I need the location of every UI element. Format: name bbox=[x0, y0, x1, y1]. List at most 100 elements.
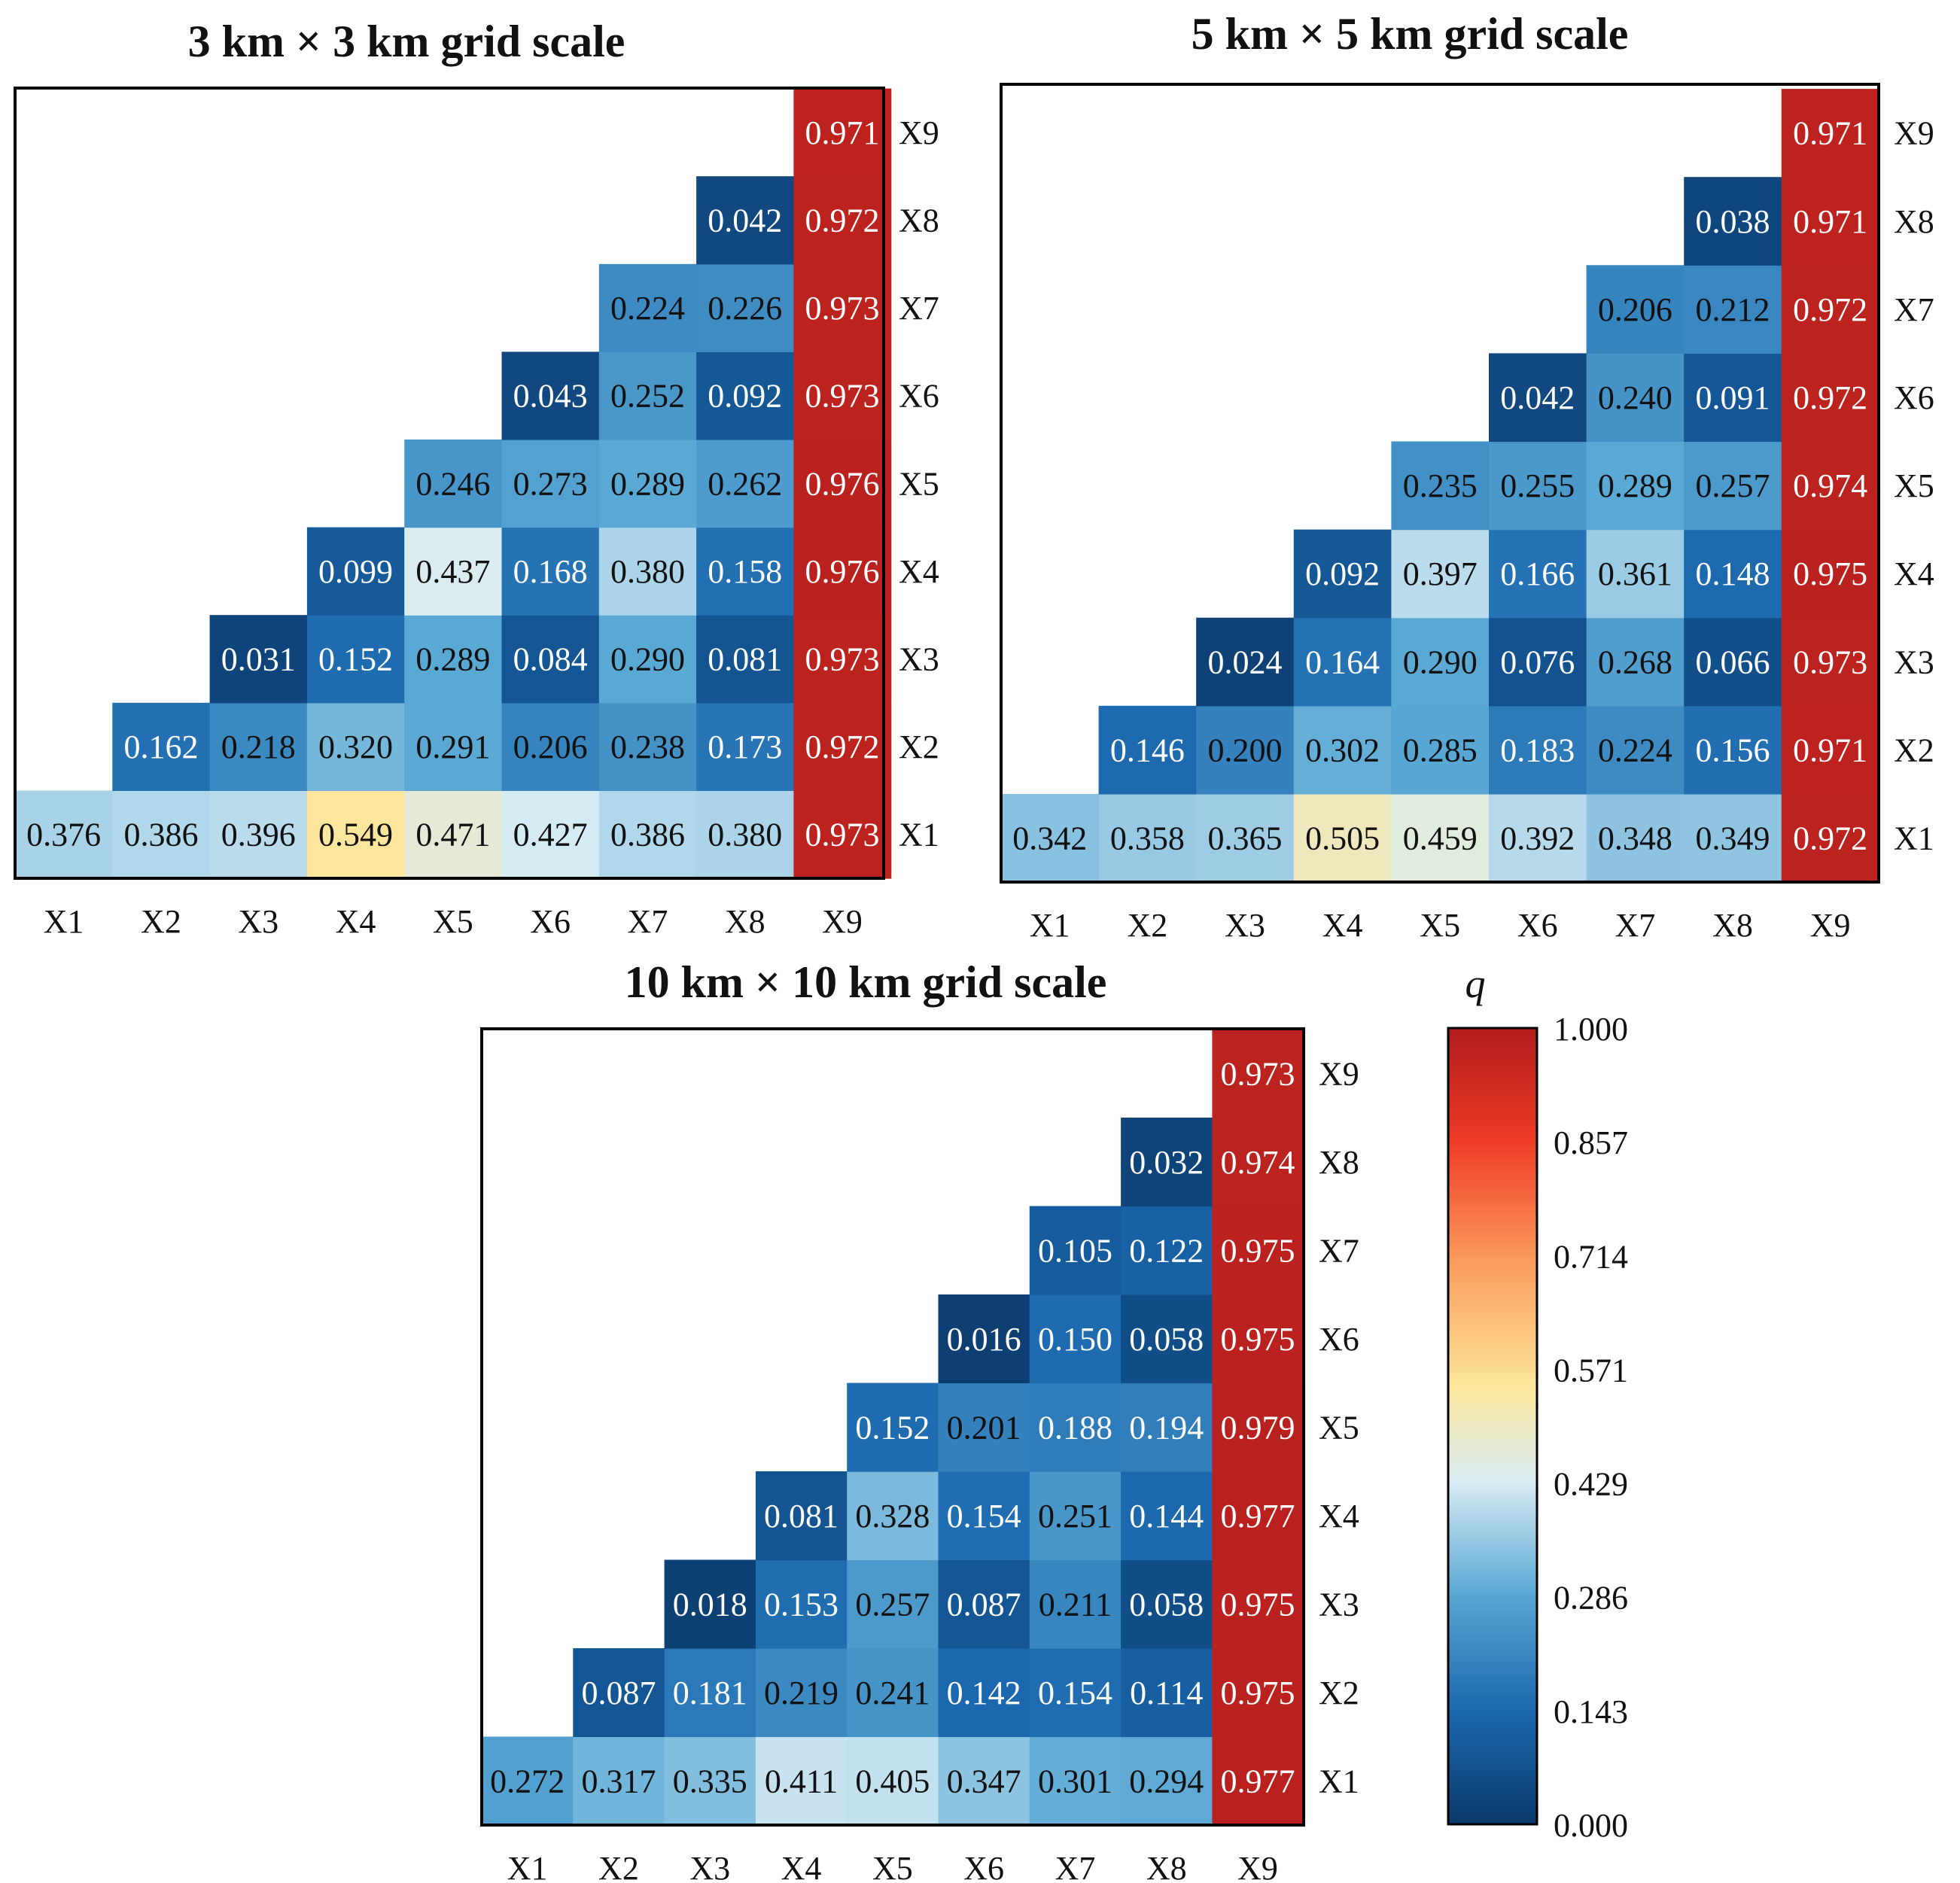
cell-value-label: 0.971 bbox=[1793, 115, 1867, 152]
heatmap-cell bbox=[793, 790, 892, 879]
cell-value-label: 0.386 bbox=[610, 817, 685, 853]
x-tick-label: X6 bbox=[1517, 907, 1558, 944]
cell-value-label: 0.411 bbox=[765, 1763, 838, 1799]
cell-value-label: 0.183 bbox=[1500, 732, 1575, 768]
heatmap-cell bbox=[501, 615, 600, 704]
colorbar-tick-label: 0.143 bbox=[1554, 1693, 1628, 1730]
cell-value-label: 0.973 bbox=[1221, 1055, 1295, 1092]
cell-value-label: 0.376 bbox=[26, 817, 101, 853]
y-tick-label: X5 bbox=[899, 465, 939, 502]
y-tick-label: X1 bbox=[1894, 820, 1934, 856]
x-tick-label: X7 bbox=[1055, 1850, 1096, 1883]
heatmap-cell bbox=[1212, 1206, 1304, 1295]
heatmap-cell bbox=[306, 790, 405, 879]
cell-value-label: 0.257 bbox=[1696, 467, 1770, 504]
cell-value-label: 0.114 bbox=[1130, 1675, 1203, 1711]
y-tick-label: X6 bbox=[1319, 1321, 1359, 1358]
cell-value-label: 0.226 bbox=[708, 290, 782, 327]
heatmap-3km: 0.376 0.386 0.396 0.549 0.471 0.427 0.386 0.380… bbox=[14, 87, 939, 940]
y-tick-label: X3 bbox=[1319, 1586, 1359, 1623]
cell-value-label: 0.087 bbox=[947, 1586, 1021, 1623]
cell-value-label: 0.973 bbox=[805, 290, 880, 327]
cell-value-label: 0.181 bbox=[673, 1675, 747, 1711]
heatmap-cell bbox=[1586, 529, 1685, 619]
x-tick-label: X4 bbox=[336, 903, 376, 940]
cell-value-label: 0.212 bbox=[1696, 291, 1770, 328]
cell-value-label: 0.087 bbox=[581, 1675, 656, 1711]
cell-value-label: 0.031 bbox=[221, 641, 296, 678]
cell-value-label: 0.018 bbox=[673, 1586, 747, 1623]
heatmap-cell bbox=[1684, 441, 1782, 531]
cell-value-label: 0.268 bbox=[1598, 643, 1672, 680]
cell-value-label: 0.972 bbox=[805, 729, 880, 765]
heatmap-cell bbox=[1121, 1383, 1213, 1472]
cell-value-label: 0.971 bbox=[805, 114, 880, 151]
heatmap-cell bbox=[1121, 1471, 1213, 1561]
x-tick-label: X1 bbox=[1030, 907, 1070, 944]
cell-value-label: 0.188 bbox=[1038, 1409, 1112, 1446]
cell-value-label: 0.150 bbox=[1038, 1321, 1112, 1358]
cell-value-label: 0.317 bbox=[581, 1763, 656, 1799]
heatmap-cell bbox=[1781, 177, 1879, 266]
heatmap-cell bbox=[1212, 1648, 1304, 1738]
heatmap-cell bbox=[501, 440, 600, 528]
heatmap-cell bbox=[696, 702, 794, 791]
heatmap-cell bbox=[598, 615, 697, 704]
heatmap-cell bbox=[1781, 793, 1879, 883]
cell-value-label: 0.348 bbox=[1598, 820, 1672, 856]
heatmap-cell bbox=[755, 1471, 848, 1561]
heatmap-cell bbox=[501, 351, 600, 440]
cell-value-label: 0.076 bbox=[1500, 643, 1575, 680]
cell-value-label: 0.166 bbox=[1500, 555, 1575, 592]
cell-value-label: 0.972 bbox=[1793, 820, 1867, 856]
heatmap-cell bbox=[1121, 1118, 1213, 1207]
x-tick-label: X2 bbox=[598, 1850, 639, 1883]
heatmap-cell bbox=[847, 1471, 939, 1561]
heatmap-cell bbox=[696, 351, 794, 440]
y-tick-label: X1 bbox=[899, 817, 939, 853]
colorbar-label: q bbox=[1465, 961, 1486, 1006]
cell-value-label: 0.255 bbox=[1500, 467, 1575, 504]
colorbar-tick-label: 0.000 bbox=[1554, 1807, 1628, 1844]
heatmap-cell bbox=[1121, 1736, 1213, 1826]
cell-value-label: 0.380 bbox=[708, 817, 782, 853]
y-tick-label: X6 bbox=[899, 378, 939, 415]
heatmap-cell bbox=[1586, 265, 1685, 354]
colorbar-gradient bbox=[1447, 1027, 1538, 1826]
heatmap-cell bbox=[1586, 617, 1685, 707]
heatmap-cell bbox=[1029, 1294, 1122, 1384]
cell-value-label: 0.153 bbox=[764, 1586, 838, 1623]
cell-value-label: 0.162 bbox=[123, 729, 198, 765]
heatmap-cell bbox=[1489, 617, 1587, 707]
x-tick-label: X8 bbox=[1146, 1850, 1187, 1883]
heatmap-cell bbox=[1029, 1206, 1122, 1295]
panel-3-title: 10 km × 10 km grid scale bbox=[625, 957, 1107, 1007]
cell-value-label: 0.358 bbox=[1110, 820, 1185, 856]
heatmap-cell bbox=[1029, 1471, 1122, 1561]
heatmap-cell bbox=[1781, 353, 1879, 443]
heatmap-cell bbox=[1684, 705, 1782, 795]
x-tick-label: X4 bbox=[1322, 907, 1363, 944]
heatmap-cell bbox=[209, 615, 308, 704]
cell-value-label: 0.971 bbox=[1793, 732, 1867, 768]
colorbar-tick-label: 0.714 bbox=[1554, 1238, 1628, 1275]
cell-value-label: 0.347 bbox=[947, 1763, 1021, 1799]
heatmap-cell bbox=[847, 1648, 939, 1738]
heatmap-cell bbox=[306, 702, 405, 791]
heatmap-cell bbox=[1121, 1559, 1213, 1649]
heatmap-cell bbox=[938, 1383, 1030, 1472]
heatmap-cell bbox=[404, 790, 503, 879]
cell-value-label: 0.973 bbox=[805, 817, 880, 853]
cell-value-label: 0.219 bbox=[764, 1675, 838, 1711]
cell-value-label: 0.200 bbox=[1208, 732, 1283, 768]
cell-value-label: 0.092 bbox=[1305, 555, 1380, 592]
cell-value-label: 0.038 bbox=[1696, 203, 1770, 240]
x-tick-label: X1 bbox=[507, 1850, 548, 1883]
cell-value-label: 0.365 bbox=[1208, 820, 1283, 856]
cell-value-label: 0.235 bbox=[1403, 467, 1478, 504]
cell-value-label: 0.285 bbox=[1403, 732, 1478, 768]
heatmap-cell bbox=[501, 702, 600, 791]
cell-value-label: 0.122 bbox=[1129, 1232, 1204, 1269]
cell-value-label: 0.301 bbox=[1038, 1763, 1112, 1799]
y-tick-label: X2 bbox=[1319, 1675, 1359, 1711]
